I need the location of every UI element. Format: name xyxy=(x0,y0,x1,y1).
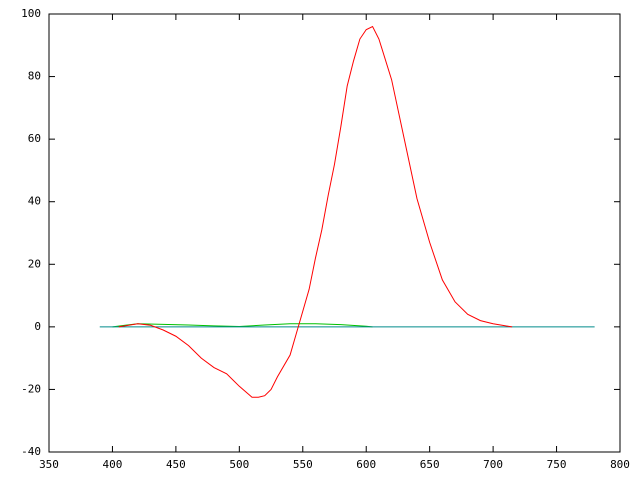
y-tick-label: 100 xyxy=(21,7,41,20)
x-tick-label: 550 xyxy=(293,458,313,471)
y-tick-label: 40 xyxy=(28,195,41,208)
x-tick-label: 800 xyxy=(610,458,630,471)
data-line xyxy=(118,25,513,398)
plot-frame xyxy=(48,13,621,453)
x-tick-label: 500 xyxy=(229,458,249,471)
y-tick-label: 80 xyxy=(28,70,41,83)
x-tick-label: 750 xyxy=(547,458,567,471)
x-tick-label: 700 xyxy=(483,458,503,471)
x-tick-label: 600 xyxy=(356,458,376,471)
y-tick-label: 20 xyxy=(28,257,41,270)
x-tick-label: 400 xyxy=(103,458,123,471)
x-tick-label: 450 xyxy=(166,458,186,471)
x-tick-label: 650 xyxy=(420,458,440,471)
x-tick-label: 350 xyxy=(39,458,59,471)
data-line xyxy=(112,323,373,328)
y-tick-label: 60 xyxy=(28,132,41,145)
y-tick-label: -20 xyxy=(21,382,41,395)
y-tick-label: 0 xyxy=(34,320,41,333)
y-tick-label: -40 xyxy=(21,445,41,458)
